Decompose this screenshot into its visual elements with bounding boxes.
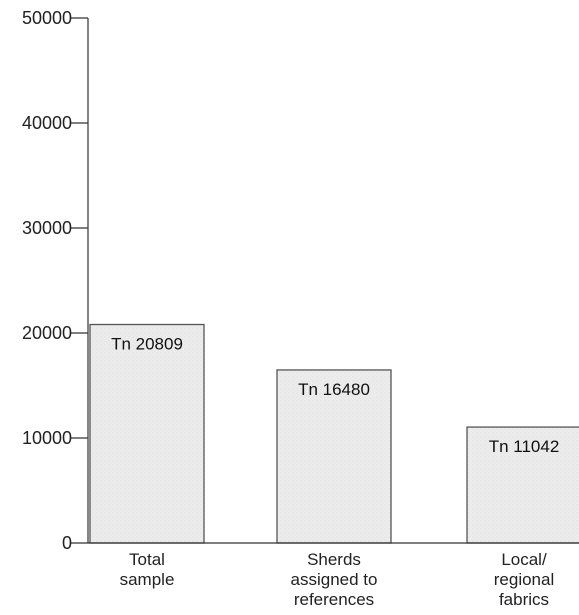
y-tick-label: 30000 bbox=[22, 218, 72, 238]
bar-data-label: Tn 11042 bbox=[489, 437, 560, 456]
bar-1 bbox=[89, 323, 205, 544]
bar-data-label: Tn 16480 bbox=[298, 380, 370, 399]
bar-data-label: Tn 20809 bbox=[111, 335, 183, 354]
bar-2 bbox=[276, 369, 392, 544]
y-tick-label: 20000 bbox=[22, 323, 72, 343]
category-label: Local/regional fabrics bbox=[494, 550, 555, 609]
y-tick-label: 50000 bbox=[22, 8, 72, 28]
y-tick-label: 10000 bbox=[22, 428, 72, 448]
bar-3 bbox=[466, 426, 579, 544]
y-tick-label: 40000 bbox=[22, 113, 72, 133]
y-tick-label: 0 bbox=[62, 533, 72, 553]
category-label: Sherds assigned to references bbox=[291, 550, 378, 609]
category-label: Total sample bbox=[120, 550, 175, 589]
